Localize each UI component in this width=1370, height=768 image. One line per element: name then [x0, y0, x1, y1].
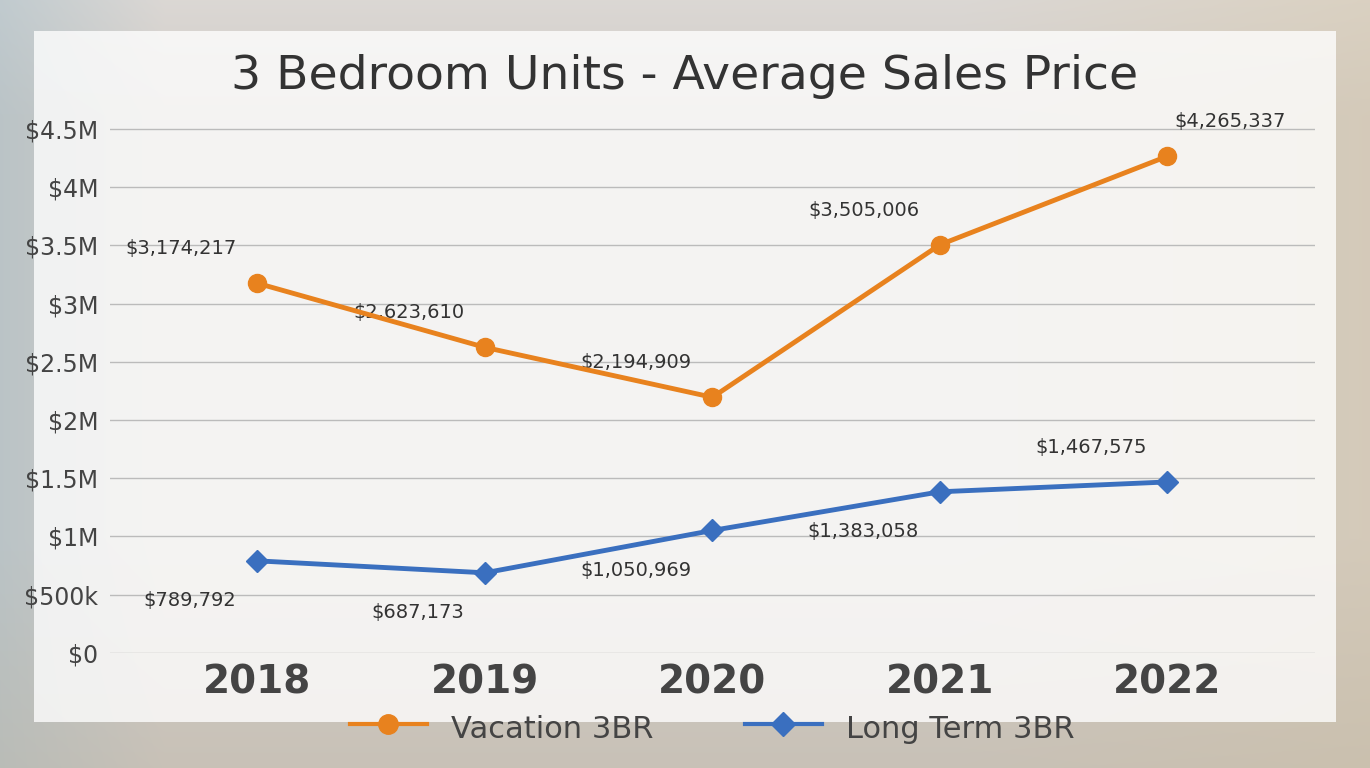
Text: 3 Bedroom Units - Average Sales Price: 3 Bedroom Units - Average Sales Price — [232, 54, 1138, 99]
Text: $1,050,969: $1,050,969 — [581, 561, 692, 580]
Text: $1,467,575: $1,467,575 — [1034, 438, 1147, 457]
Text: $2,623,610: $2,623,610 — [353, 303, 464, 323]
Text: $3,174,217: $3,174,217 — [126, 240, 237, 258]
Text: $3,505,006: $3,505,006 — [808, 200, 919, 220]
Text: $1,383,058: $1,383,058 — [808, 522, 919, 541]
Text: $789,792: $789,792 — [144, 591, 237, 611]
Text: $4,265,337: $4,265,337 — [1174, 112, 1285, 131]
Legend: Vacation 3BR, Long Term 3BR: Vacation 3BR, Long Term 3BR — [338, 697, 1086, 760]
FancyBboxPatch shape — [34, 31, 1336, 722]
Text: $687,173: $687,173 — [371, 604, 464, 622]
Text: $2,194,909: $2,194,909 — [581, 353, 692, 372]
